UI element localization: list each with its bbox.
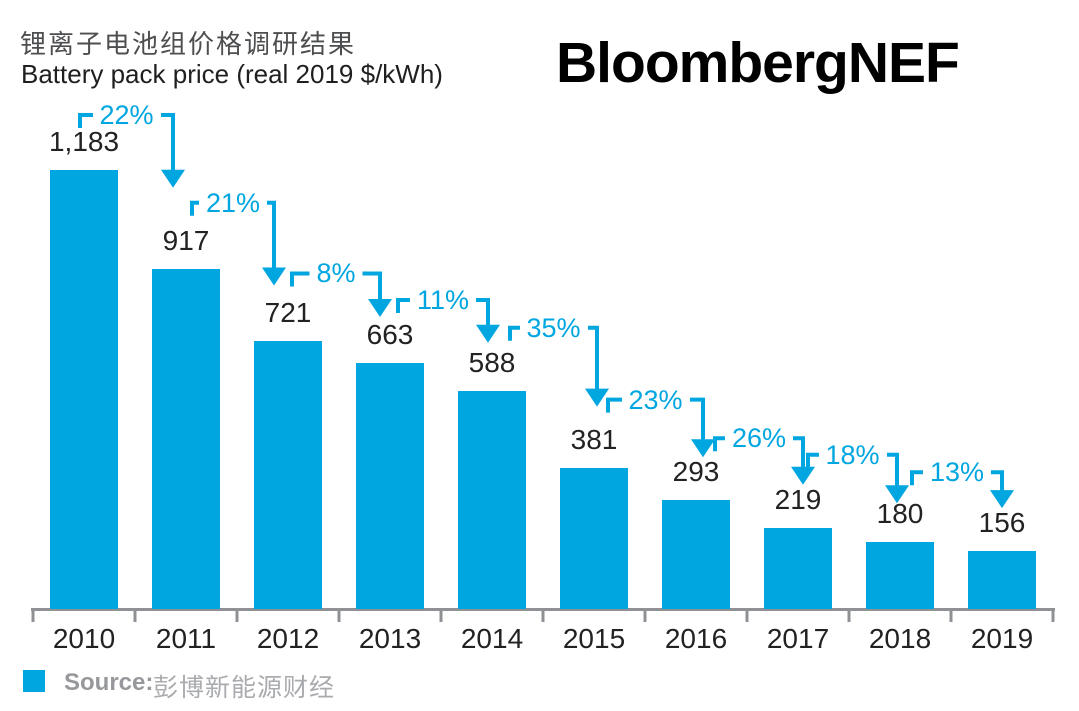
decline-arrow-head (585, 388, 609, 407)
x-axis-label-2019: 2019 (970, 623, 1034, 654)
decline-arrow-head (368, 298, 392, 317)
bar-value-label-2010: 1,183 (48, 126, 120, 157)
x-axis-label-2013: 2013 (358, 623, 422, 654)
x-axis-label-2015: 2015 (562, 623, 626, 654)
pct-change-label-2016: 23% (621, 385, 690, 414)
source-label: Source: (64, 669, 154, 696)
bar-value-label-2013: 663 (366, 318, 414, 350)
pct-change-label-2018: 18% (818, 440, 887, 469)
bar-value-label-2014: 588 (468, 346, 516, 378)
x-axis-label-2012: 2012 (256, 623, 320, 654)
x-axis-label-2016: 2016 (664, 623, 728, 654)
bar-2012 (254, 341, 322, 609)
source-legend-swatch (23, 670, 45, 692)
bar-2013 (356, 362, 424, 609)
decline-arrow-head (161, 169, 185, 188)
pct-change-label-2014: 11% (409, 285, 477, 314)
decline-arrow-head (791, 466, 815, 485)
decline-arrow-head (262, 267, 286, 286)
bar-value-label-2012: 721 (264, 297, 312, 329)
bar-2016 (662, 500, 730, 609)
bar-2019 (968, 551, 1036, 609)
bar-2011 (152, 268, 220, 609)
bar-value-label-2011: 917 (162, 224, 210, 256)
bar-2015 (560, 467, 628, 609)
pct-change-label-2019: 13% (922, 458, 992, 486)
bar-2014 (458, 390, 526, 609)
bar-value-label-2016: 293 (672, 456, 720, 488)
decline-arrow-head (691, 439, 715, 458)
decline-arrow-head (885, 485, 909, 504)
pct-change-label-2011: 22% (92, 100, 161, 129)
pct-change-label-2017: 26% (724, 424, 794, 452)
pct-change-label-2013: 8% (309, 259, 363, 288)
bar-value-label-2019: 156 (978, 507, 1026, 539)
x-axis-label-2018: 2018 (868, 623, 932, 654)
x-axis-label-2014: 2014 (460, 623, 524, 654)
pct-change-label-2015: 35% (519, 313, 588, 342)
bar-2017 (764, 527, 832, 609)
chart-title-zh: 锂离子电池组价格调研结果 (20, 29, 357, 59)
bloombergnef-logo: BloombergNEF (556, 31, 960, 95)
bar-value-label-2015: 381 (570, 423, 618, 455)
bar-value-label-2018: 180 (876, 498, 924, 530)
bar-value-label-2017: 219 (774, 483, 822, 515)
pct-change-label-2012: 21% (198, 188, 268, 217)
bar-2018 (866, 542, 934, 609)
x-axis-label-2010: 2010 (52, 623, 116, 654)
source-name: 彭博新能源财经 (153, 674, 336, 702)
chart-subtitle-en: Battery pack price (real 2019 $/kWh) (21, 59, 443, 89)
x-axis-label-2017: 2017 (766, 623, 830, 654)
decline-arrow-head (476, 324, 500, 343)
decline-arrow-head (990, 490, 1014, 509)
bar-2010 (50, 170, 118, 609)
x-axis-label-2011: 2011 (155, 623, 217, 654)
